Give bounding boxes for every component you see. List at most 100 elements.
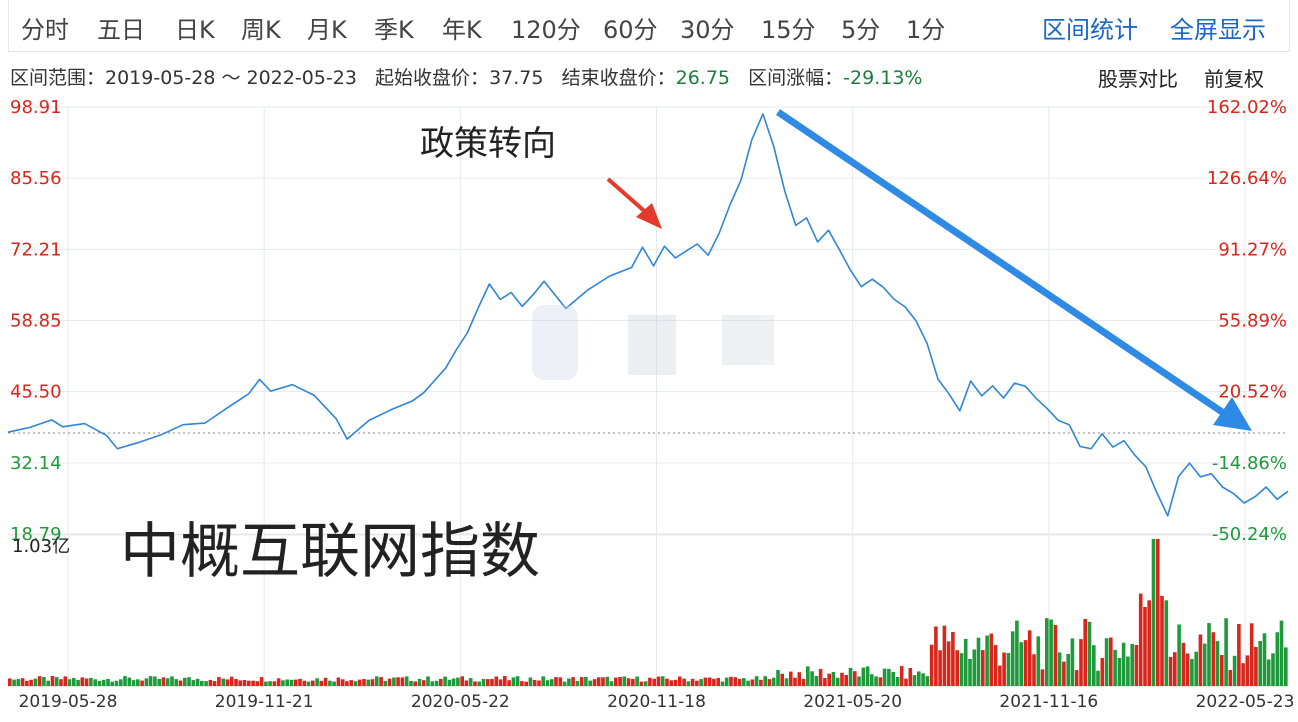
volume-bar [97, 680, 102, 686]
tab-intraday[interactable]: 分时 [21, 16, 69, 44]
volume-bar [1092, 645, 1096, 686]
tab-1min[interactable]: 1分 [906, 16, 946, 44]
tab-monthly-k[interactable]: 月K [307, 16, 347, 44]
volume-bar [119, 679, 123, 686]
volume-bar [1096, 670, 1100, 686]
volume-bar [1045, 618, 1049, 686]
tab-yearly-k[interactable]: 年K [442, 16, 482, 44]
volume-bar [1049, 619, 1053, 686]
end-close-value: 26.75 [675, 67, 731, 89]
tab-60min[interactable]: 60分 [603, 16, 658, 44]
volume-bar [1066, 653, 1070, 686]
y-tick-left: 72.21 [10, 239, 62, 260]
volume-bar [473, 681, 477, 686]
volume-bar [170, 676, 174, 686]
volume-bar [1241, 663, 1245, 686]
tab-120min[interactable]: 120分 [511, 16, 581, 44]
volume-bar [878, 677, 883, 686]
y-tick-right: -50.24% [1212, 524, 1287, 545]
volume-bar [1185, 653, 1190, 686]
volume-bar [33, 678, 38, 686]
volume-bar [430, 681, 435, 686]
blurred-logo-watermark [532, 305, 774, 380]
volume-bar [797, 672, 802, 686]
volume-bars [8, 539, 1288, 686]
volume-bar [1006, 653, 1011, 686]
volume-bar [413, 681, 417, 686]
volume-bar [857, 676, 861, 686]
volume-bar [1070, 638, 1075, 686]
volume-bar [443, 676, 447, 686]
volume-bar [562, 681, 567, 686]
tab-5min[interactable]: 5分 [841, 16, 881, 44]
volume-bar [1211, 632, 1216, 686]
volume-bar [1062, 661, 1066, 686]
tab-weekly-k[interactable]: 周K [241, 16, 281, 44]
volume-bar [187, 677, 191, 686]
volume-bar [887, 668, 891, 686]
volume-bar [1173, 652, 1177, 686]
volume-bar [614, 677, 618, 686]
volume-bar [669, 680, 674, 686]
y-tick-left: 98.91 [10, 97, 62, 118]
volume-bar [665, 678, 669, 686]
volume-bar [963, 639, 968, 686]
volume-bar [1113, 649, 1117, 686]
fullscreen-button[interactable]: 全屏显示 [1170, 16, 1266, 44]
volume-bar [183, 677, 187, 686]
volume-bar [144, 678, 149, 686]
volume-bar [1254, 647, 1258, 686]
volume-bar [460, 676, 464, 686]
volume-bar [921, 673, 925, 686]
volume-bar [972, 649, 977, 686]
volume-bar [422, 680, 426, 686]
volume-bar [1198, 634, 1203, 686]
volume-bar [409, 680, 413, 686]
policy-shift-annotation: 政策转向 [420, 124, 556, 164]
tab-quarterly-k[interactable]: 季K [374, 16, 414, 44]
volume-bar [25, 680, 29, 686]
volume-bar [776, 670, 780, 686]
volume-bar [1023, 640, 1028, 686]
volume-bar [1237, 624, 1241, 686]
x-tick: 2019-11-21 [215, 692, 314, 712]
volume-bar [498, 679, 503, 686]
volume-bar [618, 677, 622, 686]
volume-bar [353, 681, 358, 686]
volume-bar [106, 678, 110, 686]
volume-bar [806, 666, 810, 686]
range-stats-button[interactable]: 区间统计 [1042, 16, 1138, 44]
tab-15min[interactable]: 15分 [761, 16, 816, 44]
volume-bar [1117, 658, 1122, 686]
volume-bar [1109, 637, 1113, 686]
tab-30min[interactable]: 30分 [680, 16, 735, 44]
volume-bar [1143, 607, 1147, 686]
volume-bar [929, 644, 934, 686]
range-change-label: 区间涨幅： [748, 67, 844, 89]
volume-bar [865, 666, 870, 686]
volume-bar [37, 676, 42, 686]
volume-bar [1036, 636, 1041, 686]
volume-bar [686, 681, 691, 686]
stock-compare-button[interactable]: 股票对比 [1098, 67, 1178, 91]
volume-bar [1275, 632, 1280, 686]
volume-bar [1190, 659, 1194, 686]
volume-bar [520, 681, 524, 686]
tab-daily-k[interactable]: 日K [175, 16, 215, 44]
volume-bar [648, 677, 652, 686]
volume-bar [925, 676, 930, 686]
adjust-mode-button[interactable]: 前复权 [1204, 67, 1264, 91]
volume-bar [302, 680, 307, 686]
volume-bar [42, 677, 46, 686]
tab-five-day[interactable]: 五日 [97, 16, 145, 44]
range-change-value: -29.13% [843, 67, 923, 89]
volume-bar [59, 679, 63, 686]
volume-bar [195, 678, 200, 686]
volume-bar [1134, 645, 1139, 686]
volume-bar [1126, 656, 1130, 686]
volume-bar [1057, 652, 1062, 686]
volume-bar [148, 676, 153, 686]
volume-bar [464, 680, 469, 686]
volume-bar [456, 677, 460, 686]
volume-bar [272, 681, 277, 686]
